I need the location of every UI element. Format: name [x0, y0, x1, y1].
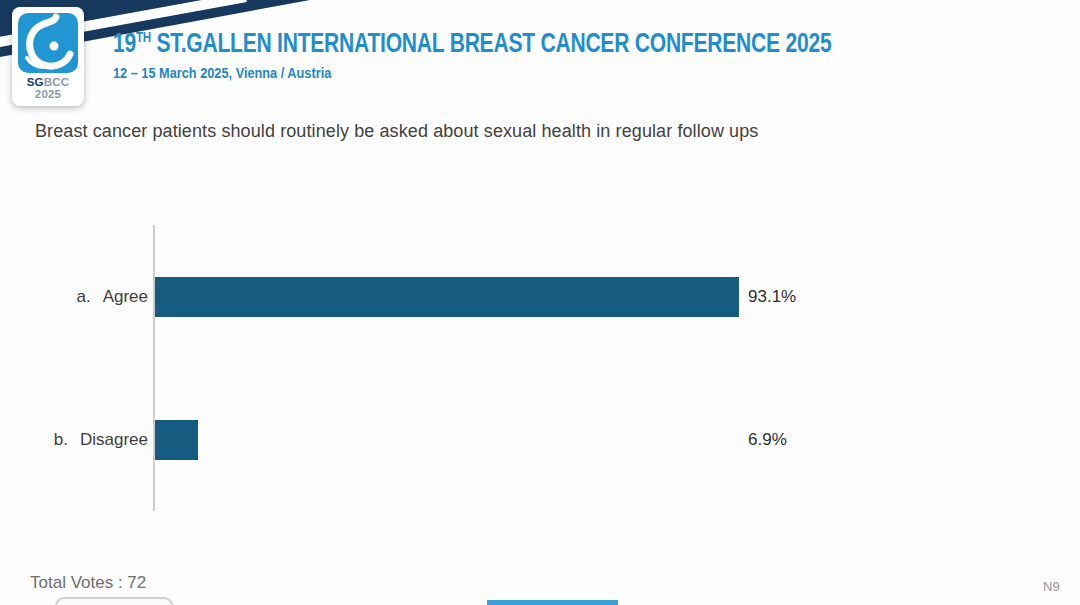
logo-sg-text: SG: [27, 76, 44, 88]
bottom-blue-strip-decoration: [487, 600, 618, 605]
slide-code-label: N9: [1043, 579, 1060, 594]
bar-label-disagree: b. Disagree: [28, 420, 148, 460]
partial-button-cutoff[interactable]: [55, 597, 173, 605]
chart-area: a. Agree 93.1% b. Disagree 6.9%: [0, 0, 1080, 605]
bar-agree: [155, 277, 739, 317]
bar-category: Disagree: [80, 430, 148, 450]
bar-value-disagree: 6.9%: [748, 420, 787, 460]
total-votes-label: Total Votes : 72: [30, 573, 146, 593]
bar-label-agree: a. Agree: [28, 277, 148, 317]
chart-axis-line: [153, 225, 155, 511]
bar-letter: b.: [54, 430, 68, 450]
bar-disagree: [155, 420, 198, 460]
slide: SGBCC 2025 19TH ST.GALLEN INTERNATIONAL …: [0, 0, 1080, 605]
logo-wordmark: SGBCC 2025: [12, 76, 84, 100]
bar-category: Agree: [103, 287, 148, 307]
sgbcc-breast-drop-icon: [18, 13, 78, 73]
bar-letter: a.: [76, 287, 90, 307]
sgbcc-logo-card: SGBCC 2025: [12, 7, 84, 106]
bar-value-agree: 93.1%: [748, 277, 796, 317]
